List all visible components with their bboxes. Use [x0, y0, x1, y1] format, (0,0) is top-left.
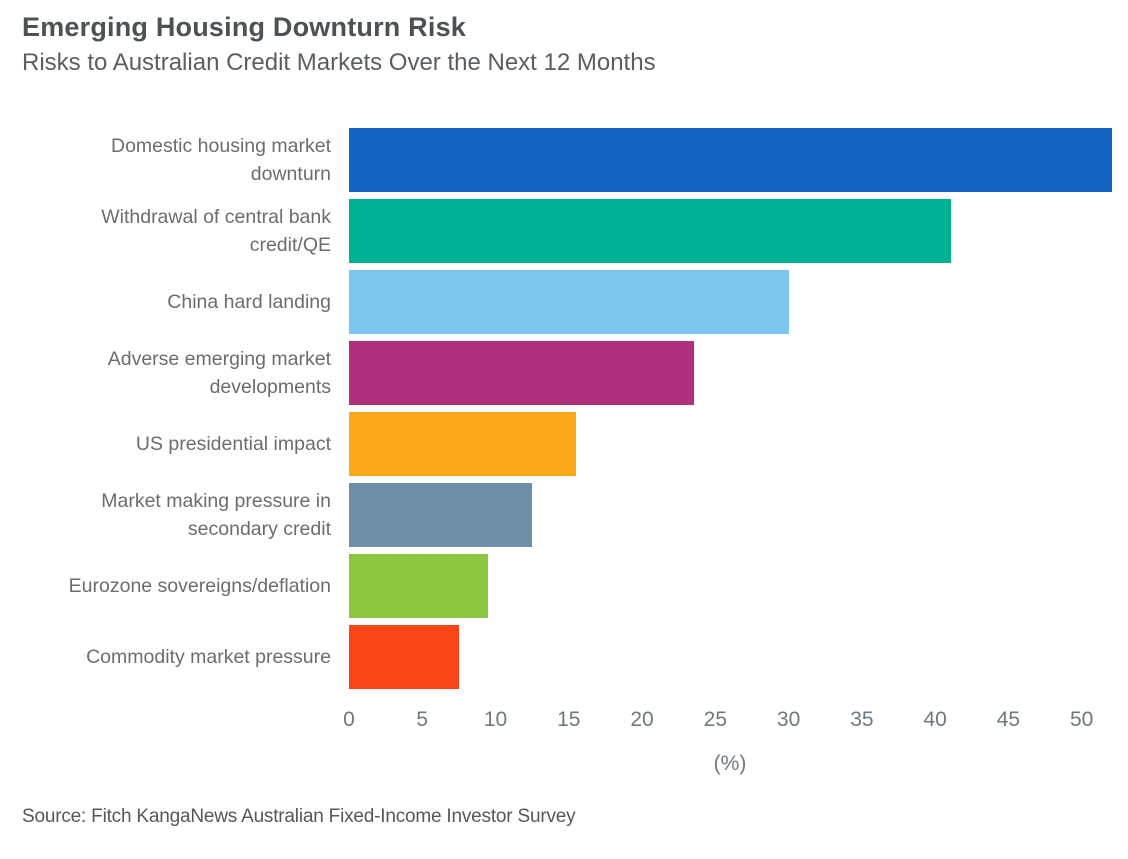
- chart-row: China hard landing: [0, 270, 1128, 334]
- category-label: China hard landing: [167, 291, 331, 313]
- bar-chart: Domestic housing market downturn Withdraw…: [0, 128, 1128, 776]
- x-axis-tick-label: 0: [343, 708, 355, 731]
- x-axis-tick-label: 10: [483, 708, 508, 731]
- x-axis-tick-label: 15: [557, 708, 581, 731]
- x-axis-tick-label: 30: [776, 708, 801, 731]
- bar-track: [349, 270, 1112, 334]
- x-axis-tick-label: 45: [996, 708, 1021, 731]
- category-label: Withdrawal of central bank credit/QE: [101, 206, 331, 256]
- category-label: Commodity market pressure: [86, 646, 331, 668]
- chart-row: Market making pressure in secondary cred…: [0, 483, 1128, 547]
- source-note: Source: Fitch KangaNews Australian Fixed…: [22, 806, 576, 827]
- chart-row: Withdrawal of central bank credit/QE: [0, 199, 1128, 263]
- bar: [349, 483, 533, 547]
- chart-row: Adverse emerging market developments: [0, 341, 1128, 405]
- bar: [349, 341, 694, 405]
- bar-track: [349, 483, 1112, 547]
- category-label: US presidential impact: [135, 433, 331, 455]
- chart-row: Commodity market pressure: [0, 625, 1128, 689]
- category-cell: Commodity market pressure: [0, 643, 349, 671]
- bar: [349, 128, 1112, 192]
- bar: [349, 412, 577, 476]
- category-label: Eurozone sovereigns/deflation: [68, 575, 331, 597]
- bar: [349, 625, 460, 689]
- bar: [349, 199, 951, 263]
- chart-header: Emerging Housing Downturn Risk Risks to …: [22, 10, 1102, 79]
- category-cell: Domestic housing market downturn: [0, 132, 349, 188]
- bar: [349, 270, 790, 334]
- category-cell: China hard landing: [0, 288, 349, 316]
- x-axis-tick-label: 35: [850, 708, 874, 731]
- bar-track: [349, 412, 1112, 476]
- bar-track: [349, 341, 1112, 405]
- category-label: Domestic housing market downturn: [110, 135, 331, 185]
- chart-title: Emerging Housing Downturn Risk: [22, 12, 467, 42]
- x-axis-tick-label: 40: [923, 708, 947, 731]
- chart-row: US presidential impact: [0, 412, 1128, 476]
- x-axis-tick-label: 20: [630, 708, 654, 731]
- category-cell: Withdrawal of central bank credit/QE: [0, 203, 349, 259]
- x-axis-unit-label: (%): [713, 752, 747, 775]
- bar-track: [349, 554, 1112, 618]
- category-label: Adverse emerging market developments: [107, 348, 331, 398]
- category-cell: Adverse emerging market developments: [0, 345, 349, 401]
- chart-row: Eurozone sovereigns/deflation: [0, 554, 1128, 618]
- x-axis: 0 5 10 15 20 25 30 35 40 45 50: [343, 708, 1111, 738]
- category-label: Market making pressure in secondary cred…: [101, 490, 331, 540]
- category-cell: Eurozone sovereigns/deflation: [0, 572, 349, 600]
- x-axis-tick-label: 50: [1070, 708, 1094, 731]
- bar: [349, 554, 489, 618]
- chart-subtitle: Risks to Australian Credit Markets Over …: [22, 49, 656, 76]
- bar-rows: Domestic housing market downturn Withdraw…: [0, 128, 1128, 696]
- x-axis-tick-label: 5: [416, 708, 429, 731]
- chart-row: Domestic housing market downturn: [0, 128, 1128, 192]
- x-axis-tick-label: 25: [703, 708, 728, 731]
- bar-track: [349, 199, 1112, 263]
- bar-track: [349, 128, 1112, 192]
- bar-track: [349, 625, 1112, 689]
- category-cell: US presidential impact: [0, 430, 349, 458]
- category-cell: Market making pressure in secondary cred…: [0, 487, 349, 543]
